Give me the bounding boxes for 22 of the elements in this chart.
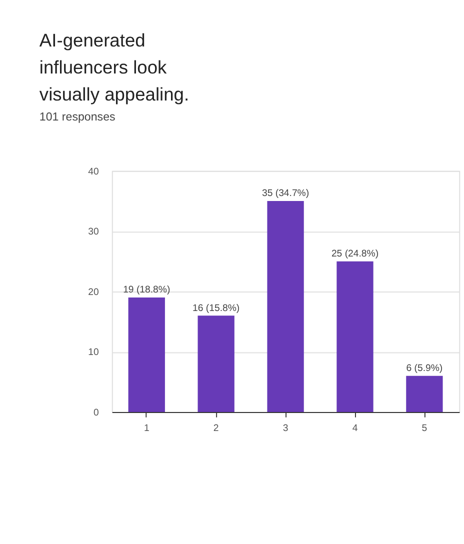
bar (128, 298, 165, 412)
y-tick-label: 0 (94, 407, 99, 418)
bar (198, 316, 234, 412)
data-label: 16 (15.8%) (192, 302, 240, 314)
y-tick-label: 30 (88, 226, 99, 238)
bar (336, 261, 374, 412)
data-label: 19 (18.8%) (123, 284, 170, 296)
x-tick-label: 4 (352, 422, 358, 434)
x-tick-label: 2 (213, 422, 219, 434)
chart-subtitle: 101 responses (39, 112, 116, 124)
y-tick-label: 40 (88, 166, 99, 178)
x-tick-label: 5 (422, 422, 428, 434)
x-tick-label: 1 (144, 422, 150, 434)
bar (406, 376, 443, 412)
bar (267, 201, 304, 412)
y-tick-label: 10 (88, 347, 99, 358)
chart-title: AI-generated influencers look visually appealing. (39, 29, 190, 104)
data-label: 35 (34.7%) (262, 188, 310, 200)
y-tick-label: 20 (88, 286, 99, 298)
data-label: 25 (24.8%) (331, 248, 379, 260)
data-label: 6 (5.9%) (406, 363, 443, 374)
x-tick-label: 3 (282, 422, 288, 434)
